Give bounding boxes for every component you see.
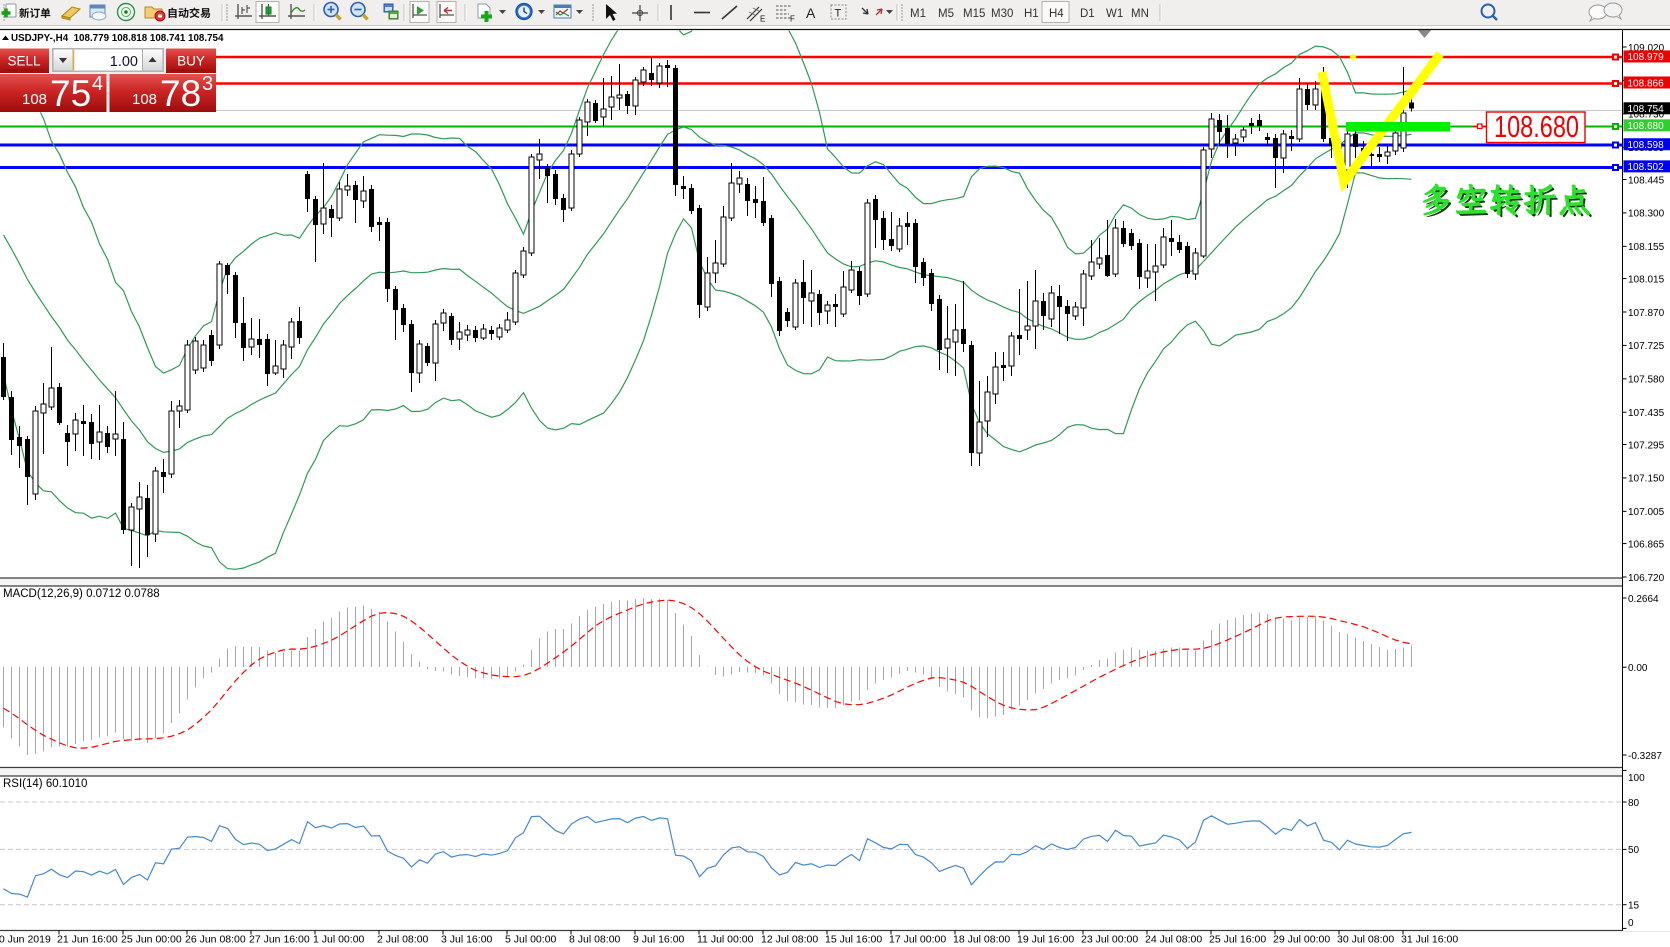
svg-text:106.865: 106.865 <box>1628 539 1665 550</box>
svg-text:BUY: BUY <box>177 54 205 69</box>
svg-text:26 Jun 08:00: 26 Jun 08:00 <box>185 934 246 946</box>
svg-text:108.680: 108.680 <box>1494 109 1579 144</box>
svg-text:23 Jul 00:00: 23 Jul 00:00 <box>1081 934 1138 946</box>
svg-text:108.155: 108.155 <box>1628 242 1665 253</box>
svg-text:107.725: 107.725 <box>1628 341 1665 352</box>
svg-text:5 Jul 00:00: 5 Jul 00:00 <box>505 934 557 946</box>
svg-text:RSI(14) 60.1010: RSI(14) 60.1010 <box>3 778 87 790</box>
svg-text:F: F <box>790 15 795 24</box>
svg-text:107.870: 107.870 <box>1628 308 1665 319</box>
svg-text:108: 108 <box>132 91 157 108</box>
svg-text:USDJPY-,H4 108.779 108.818 10: USDJPY-,H4 108.779 108.818 108.741 108.7… <box>11 33 224 44</box>
svg-text:M15: M15 <box>963 8 985 20</box>
svg-text:H1: H1 <box>1024 8 1039 20</box>
svg-text:E: E <box>760 15 765 24</box>
svg-text:D1: D1 <box>1080 8 1095 20</box>
svg-text:108.866: 108.866 <box>1628 78 1665 89</box>
svg-text:108.015: 108.015 <box>1628 274 1665 285</box>
svg-text:29 Jul 00:00: 29 Jul 00:00 <box>1273 934 1330 946</box>
svg-text:107.295: 107.295 <box>1628 440 1665 451</box>
svg-text:1.00: 1.00 <box>110 54 138 70</box>
svg-text:108.300: 108.300 <box>1628 209 1665 220</box>
svg-text:109.020: 109.020 <box>1628 43 1665 54</box>
svg-text:108.680: 108.680 <box>1628 121 1665 132</box>
svg-text:108.598: 108.598 <box>1628 140 1665 151</box>
svg-text:MN: MN <box>1131 8 1149 20</box>
svg-text:108.445: 108.445 <box>1628 175 1665 186</box>
svg-text:8 Jul 08:00: 8 Jul 08:00 <box>569 934 621 946</box>
svg-text:0.00: 0.00 <box>1628 663 1648 674</box>
svg-text:20 Jun 2019: 20 Jun 2019 <box>0 934 51 946</box>
svg-text:19 Jul 16:00: 19 Jul 16:00 <box>1017 934 1074 946</box>
svg-text:M1: M1 <box>910 8 926 20</box>
svg-text:T: T <box>835 8 842 20</box>
svg-text:107.580: 107.580 <box>1628 375 1665 386</box>
svg-text:21 Jun 16:00: 21 Jun 16:00 <box>57 934 118 946</box>
svg-text:25 Jul 16:00: 25 Jul 16:00 <box>1209 934 1266 946</box>
svg-text:107.150: 107.150 <box>1628 474 1665 485</box>
svg-text:27 Jun 16:00: 27 Jun 16:00 <box>249 934 310 946</box>
svg-text:15: 15 <box>1628 901 1640 912</box>
svg-text:4: 4 <box>92 73 103 95</box>
svg-text:SELL: SELL <box>7 54 41 69</box>
svg-text:MACD(12,26,9) 0.0712 0.0788: MACD(12,26,9) 0.0712 0.0788 <box>3 588 160 600</box>
svg-text:18 Jul 08:00: 18 Jul 08:00 <box>953 934 1010 946</box>
svg-text:75: 75 <box>50 73 91 114</box>
svg-text:0.2664: 0.2664 <box>1628 594 1659 605</box>
svg-text:H4: H4 <box>1049 8 1064 20</box>
svg-text:12 Jul 08:00: 12 Jul 08:00 <box>761 934 818 946</box>
svg-text:17 Jul 00:00: 17 Jul 00:00 <box>889 934 946 946</box>
svg-text:30 Jul 08:00: 30 Jul 08:00 <box>1337 934 1394 946</box>
svg-text:1 Jul 00:00: 1 Jul 00:00 <box>313 934 365 946</box>
svg-text:M5: M5 <box>938 8 954 20</box>
svg-text:31 Jul 16:00: 31 Jul 16:00 <box>1401 934 1458 946</box>
svg-text:W1: W1 <box>1106 8 1123 20</box>
svg-text:25 Jun 00:00: 25 Jun 00:00 <box>121 934 182 946</box>
svg-text:80: 80 <box>1628 798 1640 809</box>
svg-text:11 Jul 00:00: 11 Jul 00:00 <box>697 934 754 946</box>
svg-text:24 Jul 08:00: 24 Jul 08:00 <box>1145 934 1202 946</box>
svg-text:A: A <box>806 5 816 21</box>
svg-text:15 Jul 16:00: 15 Jul 16:00 <box>825 934 882 946</box>
svg-text:106.720: 106.720 <box>1628 573 1665 584</box>
svg-text:108.979: 108.979 <box>1628 52 1665 63</box>
svg-text:-0.3287: -0.3287 <box>1628 751 1662 762</box>
svg-text:108.502: 108.502 <box>1628 162 1665 173</box>
svg-text:3 Jul 16:00: 3 Jul 16:00 <box>441 934 493 946</box>
svg-text:3: 3 <box>202 73 213 95</box>
svg-text:100: 100 <box>1628 773 1645 784</box>
svg-text:107.005: 107.005 <box>1628 507 1665 518</box>
svg-text:107.435: 107.435 <box>1628 408 1665 419</box>
svg-text:108.754: 108.754 <box>1628 104 1665 115</box>
svg-text:M30: M30 <box>991 8 1013 20</box>
svg-text:78: 78 <box>160 73 201 114</box>
svg-text:2 Jul 08:00: 2 Jul 08:00 <box>377 934 429 946</box>
svg-text:50: 50 <box>1628 845 1640 856</box>
svg-text:9 Jul 16:00: 9 Jul 16:00 <box>633 934 685 946</box>
svg-text:0: 0 <box>1628 918 1634 929</box>
svg-text:108: 108 <box>22 91 47 108</box>
svg-text:108.730: 108.730 <box>1628 110 1665 121</box>
